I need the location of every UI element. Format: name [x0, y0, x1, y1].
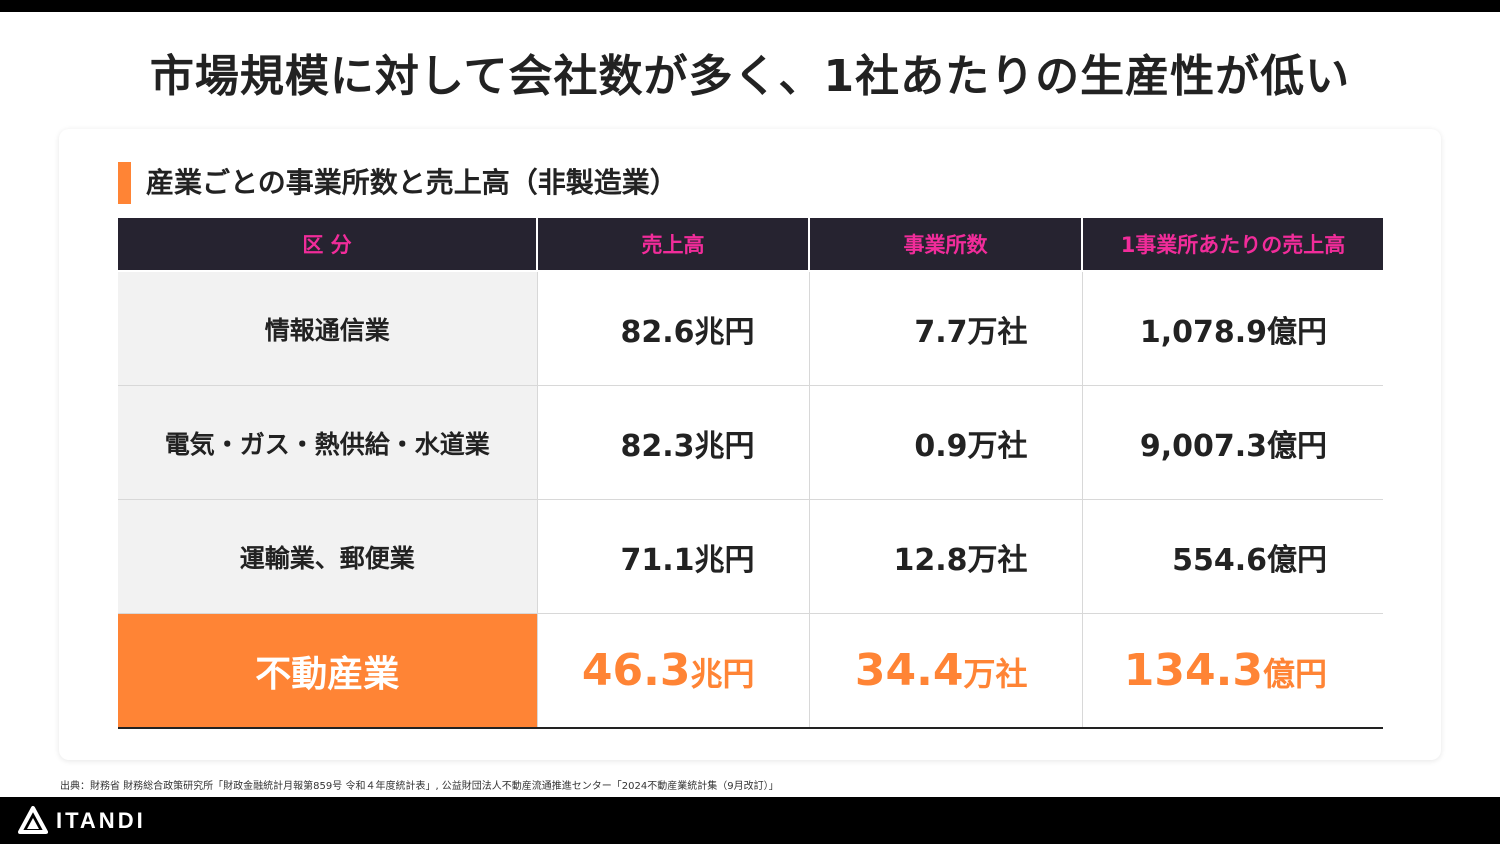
row-category: 情報通信業 [118, 270, 538, 386]
row-category: 運輸業、郵便業 [118, 499, 538, 614]
row-per-office: 9,007.3億円 [1082, 385, 1383, 500]
itandi-logo: ITANDI [18, 805, 146, 837]
highlight-sales-unit: 兆円 [690, 655, 755, 693]
top-bar [0, 0, 1500, 12]
highlight-offices: 34.4万社 [809, 613, 1083, 729]
highlight-category: 不動産業 [118, 613, 538, 729]
header-per-office: 1事業所あたりの売上高 [1082, 218, 1383, 271]
itandi-logo-icon [18, 806, 48, 834]
highlight-sales-number: 46.3 [581, 645, 691, 696]
row-sales: 82.3兆円 [537, 385, 810, 500]
table-row: 情報通信業 82.6兆円 7.7万社 1,078.9億円 [118, 270, 1383, 386]
row-category: 電気・ガス・熱供給・水道業 [118, 385, 538, 500]
footer-bar [0, 797, 1500, 844]
industry-table: 区 分 売上高 事業所数 1事業所あたりの売上高 情報通信業 82.6兆円 7.… [118, 218, 1383, 729]
logo-text: ITANDI [56, 808, 146, 833]
highlight-offices-number: 34.4 [854, 645, 964, 696]
row-offices: 12.8万社 [809, 499, 1083, 614]
highlight-per-office: 134.3億円 [1082, 613, 1383, 729]
row-offices: 7.7万社 [809, 270, 1083, 386]
header-category: 区 分 [118, 218, 538, 271]
slide-title: 市場規模に対して会社数が多く、1社あたりの生産性が低い [149, 51, 1351, 102]
table-row: 電気・ガス・熱供給・水道業 82.3兆円 0.9万社 9,007.3億円 [118, 385, 1383, 500]
header-sales: 売上高 [537, 218, 810, 271]
row-per-office: 1,078.9億円 [1082, 270, 1383, 386]
table-header-row: 区 分 売上高 事業所数 1事業所あたりの売上高 [118, 218, 1383, 271]
row-sales: 71.1兆円 [537, 499, 810, 614]
highlight-offices-unit: 万社 [963, 655, 1028, 693]
row-offices: 0.9万社 [809, 385, 1083, 500]
source-citation: 出典：財務省 財務総合政策研究所「財政金融統計月報第859号 令和４年度統計表」… [60, 781, 779, 792]
highlight-row-real-estate: 不動産業 46.3兆円 34.4万社 134.3億円 [118, 613, 1383, 729]
table-row: 運輸業、郵便業 71.1兆円 12.8万社 554.6億円 [118, 499, 1383, 614]
highlight-sales: 46.3兆円 [537, 613, 810, 729]
subtitle-accent-bar [118, 162, 131, 204]
header-offices: 事業所数 [809, 218, 1083, 271]
highlight-per-office-unit: 億円 [1262, 655, 1327, 693]
row-sales: 82.6兆円 [537, 270, 810, 386]
table-subtitle: 産業ごとの事業所数と売上高（非製造業） [146, 166, 678, 199]
row-per-office: 554.6億円 [1082, 499, 1383, 614]
highlight-per-office-number: 134.3 [1123, 645, 1263, 696]
